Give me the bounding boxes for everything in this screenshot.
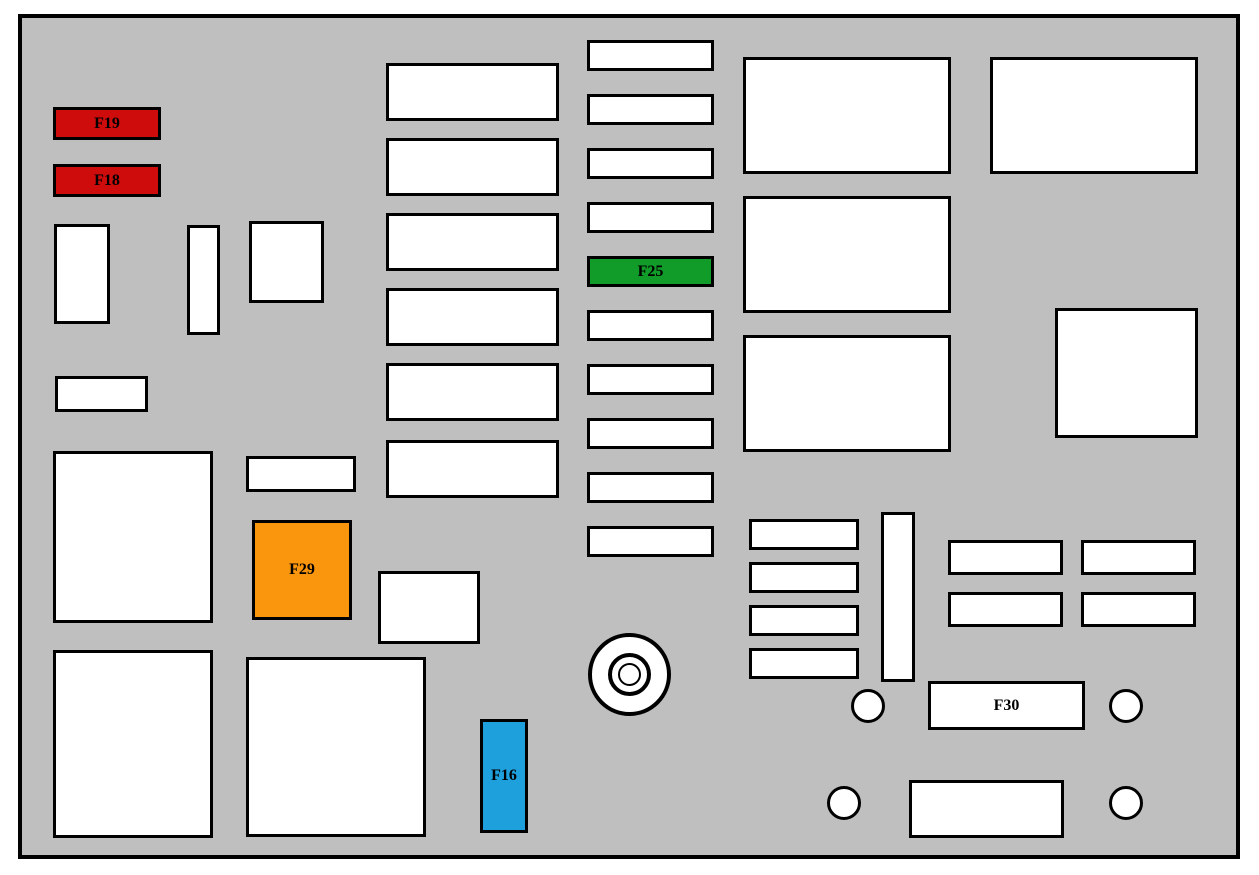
slot-s2 <box>587 94 714 125</box>
fuse-label: F29 <box>289 561 315 579</box>
fuse-f16: F16 <box>480 719 528 833</box>
slot-r8 <box>881 512 915 682</box>
fuse-f30: F30 <box>928 681 1085 730</box>
slot-s7 <box>587 364 714 395</box>
slot-c1 <box>386 63 559 121</box>
hole-2 <box>1109 689 1143 723</box>
slot-s10 <box>587 526 714 557</box>
slot-tr2 <box>1055 308 1198 438</box>
slot-c4 <box>386 288 559 346</box>
slot-c3 <box>386 213 559 271</box>
slot-r1 <box>743 57 951 174</box>
slot-b4 <box>55 376 148 412</box>
slot-s6 <box>587 310 714 341</box>
fuse-f25: F25 <box>587 256 714 287</box>
fuse-label: F16 <box>491 767 517 785</box>
fuse-f19: F19 <box>53 107 161 140</box>
slot-r6 <box>749 605 859 636</box>
fuse-label: F25 <box>638 263 664 281</box>
hole-3 <box>827 786 861 820</box>
slot-g2 <box>948 592 1063 627</box>
slot-br <box>909 780 1064 838</box>
slot-r7 <box>749 648 859 679</box>
slot-b2 <box>187 225 220 335</box>
slot-b1 <box>54 224 110 324</box>
slot-r5 <box>749 562 859 593</box>
slot-b3 <box>249 221 324 303</box>
slot-s9 <box>587 472 714 503</box>
slot-g1 <box>948 540 1063 575</box>
slot-s8 <box>587 418 714 449</box>
mounting-ring-core <box>618 663 641 686</box>
slot-r3 <box>743 335 951 452</box>
slot-r4 <box>749 519 859 550</box>
fuse-label: F18 <box>94 172 120 190</box>
slot-b9 <box>378 571 480 644</box>
fuse-f29: F29 <box>252 520 352 620</box>
fuse-label: F19 <box>94 115 120 133</box>
slot-g3 <box>1081 540 1196 575</box>
slot-b8 <box>246 657 426 837</box>
slot-b6 <box>246 456 356 492</box>
fuse-label: F30 <box>994 697 1020 715</box>
slot-c6 <box>386 440 559 498</box>
slot-c5 <box>386 363 559 421</box>
hole-4 <box>1109 786 1143 820</box>
slot-s1 <box>587 40 714 71</box>
fuse-f18: F18 <box>53 164 161 197</box>
slot-b5 <box>53 451 213 623</box>
fusebox-diagram: F19 F18 F29 F16 F25 F30 <box>0 0 1259 875</box>
hole-1 <box>851 689 885 723</box>
slot-g4 <box>1081 592 1196 627</box>
slot-r2 <box>743 196 951 313</box>
slot-b7 <box>53 650 213 838</box>
slot-s3 <box>587 148 714 179</box>
slot-tr1 <box>990 57 1198 174</box>
slot-c2 <box>386 138 559 196</box>
slot-s4 <box>587 202 714 233</box>
